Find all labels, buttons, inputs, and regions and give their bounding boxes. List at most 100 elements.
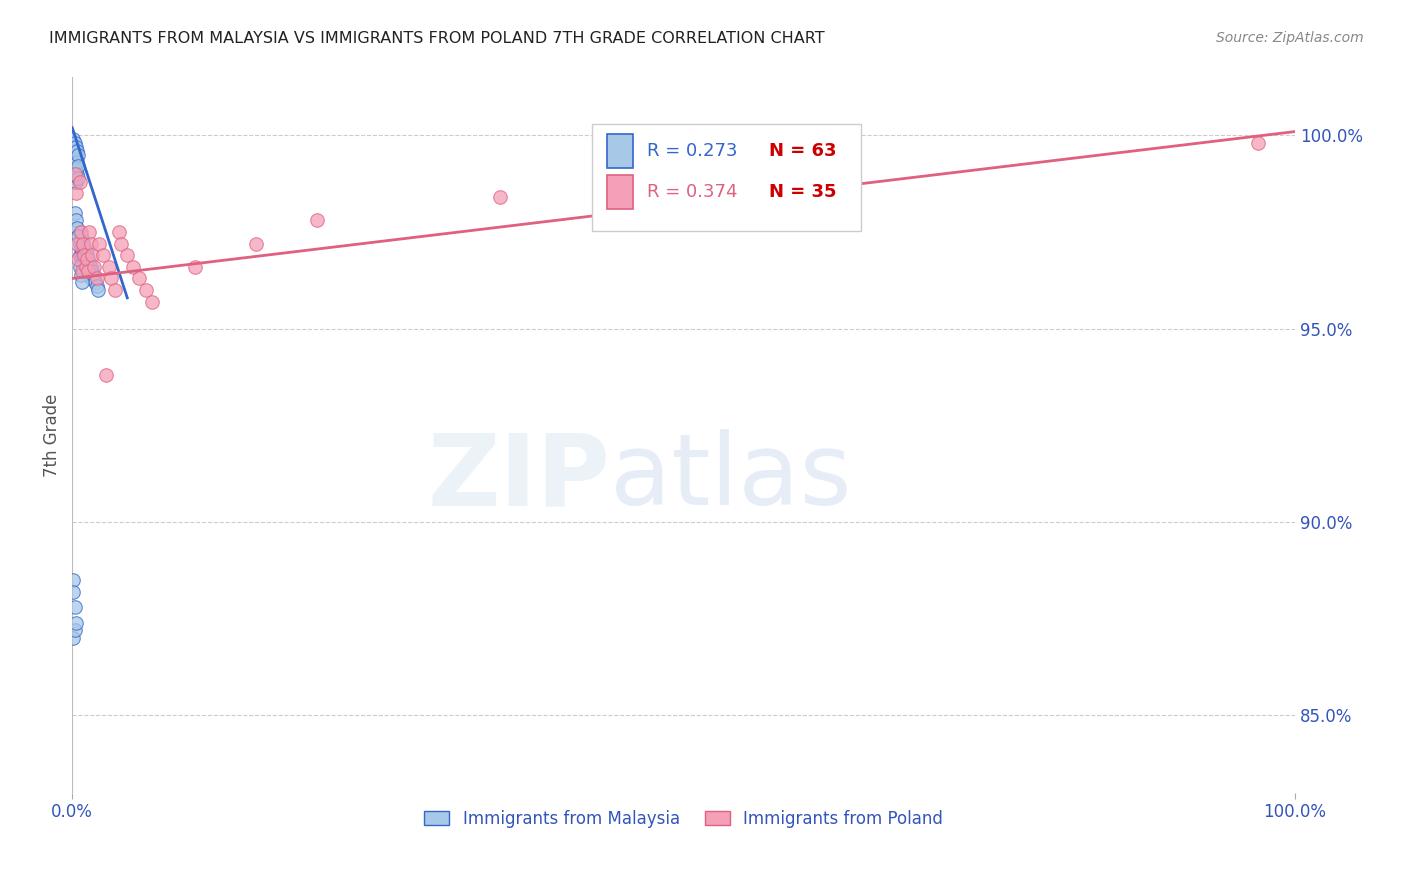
Point — [83, 271, 105, 285]
Point — [70, 233, 93, 247]
Point — [489, 190, 512, 204]
Text: N = 35: N = 35 — [769, 183, 837, 201]
Point — [63, 206, 86, 220]
Point — [77, 264, 100, 278]
Point — [107, 225, 129, 239]
Point — [69, 241, 91, 255]
Point — [75, 256, 97, 270]
Point — [67, 147, 90, 161]
Point — [63, 136, 86, 150]
Point — [69, 268, 91, 282]
Point — [62, 167, 84, 181]
Point — [72, 236, 94, 251]
Point — [79, 260, 101, 274]
Point — [122, 260, 145, 274]
Point — [86, 271, 108, 285]
Point — [63, 163, 86, 178]
Text: Source: ZipAtlas.com: Source: ZipAtlas.com — [1216, 31, 1364, 45]
Point — [65, 175, 87, 189]
Point — [70, 264, 93, 278]
Point — [69, 260, 91, 274]
Point — [135, 283, 157, 297]
Point — [69, 252, 91, 267]
Point — [73, 248, 96, 262]
Point — [63, 600, 86, 615]
Point — [65, 615, 87, 630]
Point — [70, 276, 93, 290]
FancyBboxPatch shape — [592, 124, 860, 231]
Point — [62, 573, 84, 587]
Bar — [606, 175, 634, 209]
Point — [72, 236, 94, 251]
Point — [69, 225, 91, 239]
Point — [65, 140, 87, 154]
Point — [110, 236, 132, 251]
Point — [67, 252, 90, 267]
Point — [65, 163, 87, 178]
Text: R = 0.273: R = 0.273 — [647, 142, 737, 160]
Point — [79, 256, 101, 270]
Legend: Immigrants from Malaysia, Immigrants from Poland: Immigrants from Malaysia, Immigrants fro… — [418, 803, 949, 834]
Point — [76, 252, 98, 267]
Point — [63, 167, 86, 181]
Point — [77, 252, 100, 267]
Point — [75, 260, 97, 274]
Bar — [606, 134, 634, 169]
Text: IMMIGRANTS FROM MALAYSIA VS IMMIGRANTS FROM POLAND 7TH GRADE CORRELATION CHART: IMMIGRANTS FROM MALAYSIA VS IMMIGRANTS F… — [49, 31, 825, 46]
Point — [86, 279, 108, 293]
Point — [62, 155, 84, 169]
Point — [117, 248, 139, 262]
Point — [76, 260, 98, 274]
Point — [62, 140, 84, 154]
Point — [62, 584, 84, 599]
Point — [305, 213, 328, 227]
Point — [89, 236, 111, 251]
Point — [70, 256, 93, 270]
Point — [63, 624, 86, 638]
Point — [82, 268, 104, 282]
Point — [73, 252, 96, 267]
Point — [100, 271, 122, 285]
Point — [69, 225, 91, 239]
Point — [67, 171, 90, 186]
Point — [1247, 136, 1270, 150]
Point — [104, 283, 127, 297]
Point — [66, 155, 89, 169]
Point — [76, 248, 98, 262]
Point — [66, 236, 89, 251]
Point — [96, 368, 118, 383]
Point — [62, 132, 84, 146]
Point — [65, 186, 87, 201]
Point — [70, 244, 93, 259]
Point — [66, 167, 89, 181]
Point — [69, 248, 91, 262]
Point — [63, 152, 86, 166]
Point — [65, 152, 87, 166]
Point — [75, 244, 97, 259]
Text: R = 0.374: R = 0.374 — [647, 183, 737, 201]
Point — [69, 229, 91, 244]
Point — [66, 221, 89, 235]
Point — [183, 260, 205, 274]
Point — [79, 236, 101, 251]
Point — [73, 241, 96, 255]
Point — [128, 271, 150, 285]
Point — [77, 264, 100, 278]
Point — [65, 213, 87, 227]
Point — [67, 160, 90, 174]
Point — [62, 631, 84, 645]
Point — [84, 276, 107, 290]
Text: atlas: atlas — [610, 429, 852, 526]
Y-axis label: 7th Grade: 7th Grade — [44, 393, 60, 476]
Point — [69, 236, 91, 251]
Point — [63, 175, 86, 189]
Point — [62, 147, 84, 161]
Point — [80, 264, 103, 278]
Point — [69, 175, 91, 189]
Point — [91, 248, 114, 262]
Text: N = 63: N = 63 — [769, 142, 837, 160]
Point — [66, 144, 89, 158]
Point — [83, 260, 105, 274]
Point — [80, 248, 103, 262]
Point — [87, 283, 110, 297]
